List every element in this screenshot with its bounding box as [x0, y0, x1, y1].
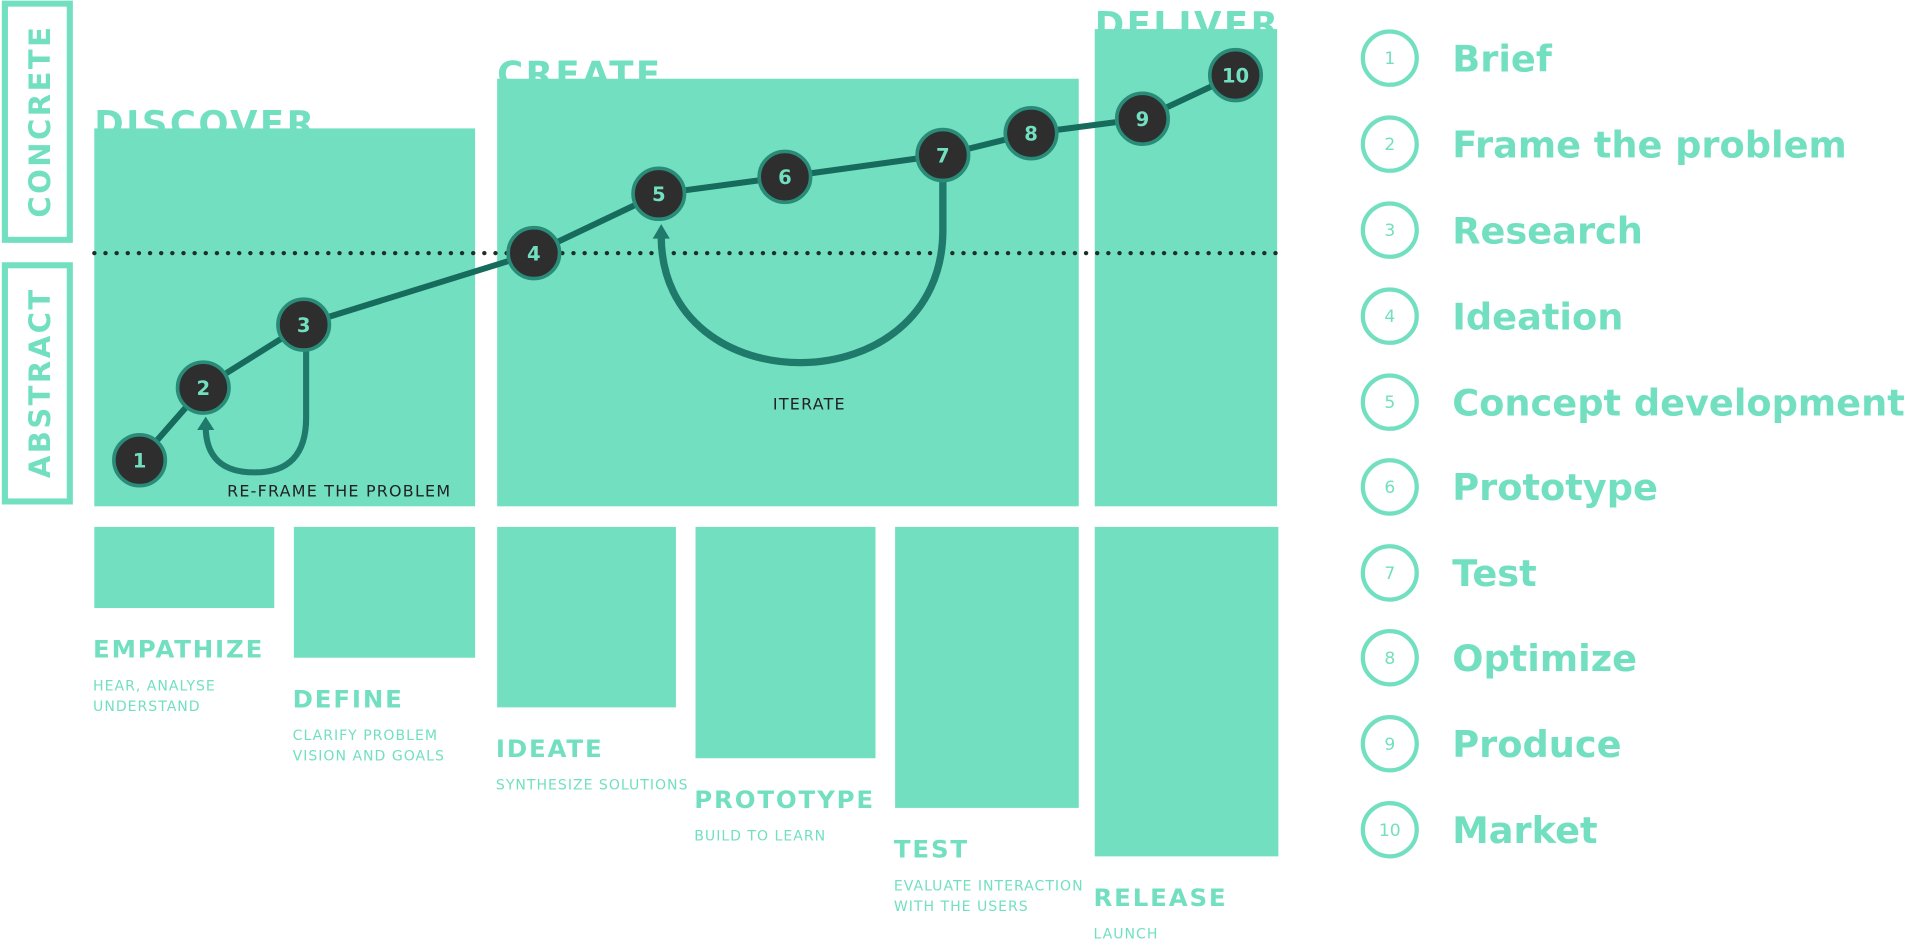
- legend-number: 1: [1384, 49, 1395, 69]
- stage-box: [94, 526, 275, 609]
- stage-desc: CLARIFY PROBLEM: [293, 728, 438, 744]
- concrete-box: [1, 0, 73, 243]
- legend-marker: [1360, 458, 1419, 516]
- node-label: 3: [297, 314, 311, 337]
- stage-box: [497, 526, 676, 708]
- legend-marker: [1360, 287, 1419, 345]
- node-label: 2: [196, 377, 210, 400]
- legend-label: Test: [1452, 552, 1536, 595]
- node-label: 9: [1136, 108, 1150, 131]
- stage-desc: VISION AND GOALS: [293, 749, 445, 765]
- iterate-arrow: [652, 224, 670, 239]
- concrete-label: CONCRETE: [23, 25, 57, 218]
- stage-desc: BUILD TO LEARN: [694, 829, 826, 845]
- legend-number: 7: [1384, 564, 1395, 584]
- stage-box: [293, 526, 476, 658]
- stage-desc: HEAR, ANALYSE: [93, 678, 216, 694]
- annotation: RE-FRAME THE PROBLEM: [227, 482, 451, 501]
- legend-number: 3: [1384, 221, 1395, 241]
- node: [506, 225, 562, 281]
- stage-title: EMPATHIZE: [93, 635, 264, 664]
- stage-title: RELEASE: [1093, 883, 1227, 912]
- node-label: 4: [527, 243, 541, 266]
- stage-box: [1094, 526, 1279, 857]
- stage-title: DEFINE: [293, 685, 404, 714]
- legend-label: Produce: [1452, 723, 1621, 766]
- stage-box: [895, 526, 1079, 808]
- legend-label: Ideation: [1452, 296, 1623, 339]
- node: [1114, 91, 1171, 146]
- annotation: ITERATE: [773, 394, 846, 413]
- node-label: 7: [936, 144, 950, 167]
- legend-label: Research: [1452, 210, 1643, 253]
- legend-number: 10: [1379, 821, 1401, 841]
- iterate-loop: [657, 181, 947, 367]
- legend-label: Concept development: [1452, 382, 1905, 425]
- legend-marker: [1360, 628, 1419, 687]
- node: [1207, 47, 1264, 103]
- node-label: 8: [1024, 123, 1038, 146]
- node-label: 5: [652, 183, 666, 206]
- legend-label: Optimize: [1452, 637, 1637, 680]
- path-line: [137, 72, 1237, 463]
- legend-number: 2: [1384, 135, 1395, 155]
- legend-marker: [1360, 714, 1419, 773]
- stage-desc: SYNTHESIZE SOLUTIONS: [496, 778, 689, 794]
- node: [175, 360, 231, 415]
- legend-number: 9: [1384, 735, 1395, 755]
- node: [757, 149, 813, 205]
- node: [915, 127, 971, 183]
- legend-label: Prototype: [1452, 466, 1658, 509]
- legend-marker: [1360, 115, 1419, 173]
- stage-title: TEST: [894, 835, 969, 864]
- stage-desc: EVALUATE INTERACTION: [894, 878, 1084, 894]
- stage-title: PROTOTYPE: [694, 785, 875, 814]
- legend-marker: [1360, 544, 1419, 602]
- stage-desc: LAUNCH: [1093, 927, 1158, 943]
- node-label: 10: [1222, 64, 1249, 87]
- node: [112, 433, 168, 488]
- legend-marker: [1360, 800, 1419, 859]
- stage-title: IDEATE: [496, 734, 604, 763]
- reframe-loop: [202, 348, 310, 476]
- stage-desc: WITH THE USERS: [894, 899, 1029, 915]
- legend-label: Market: [1452, 809, 1597, 852]
- node-label: 1: [133, 450, 147, 473]
- legend-number: 8: [1384, 649, 1395, 669]
- stage-desc: UNDERSTAND: [93, 699, 201, 715]
- stage-box: [695, 526, 876, 759]
- reframe-arrow: [197, 416, 215, 430]
- node-label: 6: [778, 166, 792, 189]
- abstract-label: ABSTRACT: [23, 287, 57, 478]
- legend-marker: [1360, 29, 1419, 87]
- legend-number: 5: [1384, 393, 1395, 413]
- node: [1003, 105, 1059, 161]
- legend-label: Brief: [1452, 38, 1553, 81]
- legend-number: 4: [1384, 307, 1395, 327]
- node: [276, 297, 332, 352]
- legend-number: 6: [1384, 478, 1395, 498]
- legend-marker: [1360, 201, 1419, 259]
- node: [631, 166, 687, 222]
- legend-marker: [1360, 373, 1419, 431]
- abstract-box: [1, 262, 73, 505]
- legend-label: Frame the problem: [1452, 124, 1847, 167]
